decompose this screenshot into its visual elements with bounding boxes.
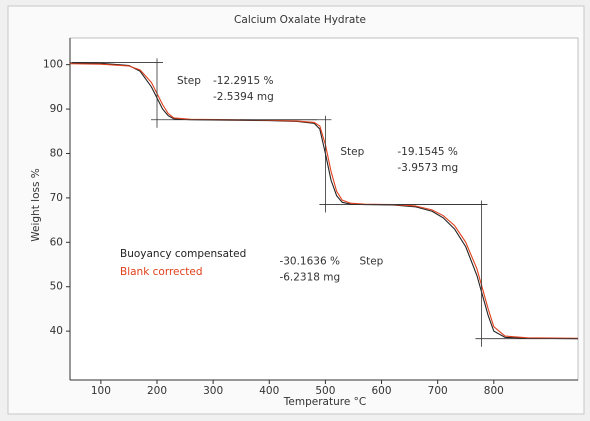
line-series: [69, 63, 579, 339]
x-tick-label: 700: [428, 385, 448, 397]
y-tick-label: 40: [50, 325, 63, 337]
y-tick-label: 90: [50, 103, 63, 115]
step-percent: -30.1636 %: [279, 256, 340, 268]
y-tick-label: 70: [50, 192, 63, 204]
step-label: Step: [177, 75, 201, 87]
step-label: Step: [359, 256, 383, 268]
chart-title: Calcium Oxalate Hydrate: [234, 14, 366, 26]
x-tick-label: 200: [147, 385, 167, 397]
x-axis-label: Temperature °C: [283, 396, 366, 408]
y-tick-label: 60: [50, 236, 63, 248]
line-series: [69, 62, 579, 340]
step-percent: -19.1545 %: [397, 146, 458, 158]
y-tick-label: 80: [50, 147, 63, 159]
step-mass: -2.5394 mg: [213, 91, 274, 103]
x-tick-label: 100: [91, 385, 111, 397]
step-percent: -12.2915 %: [213, 75, 274, 87]
y-tick-label: 50: [50, 281, 63, 293]
step-mass: -6.2318 mg: [279, 272, 340, 284]
x-tick-label: 800: [484, 385, 504, 397]
plot-area: [69, 37, 579, 381]
x-tick-label: 400: [259, 385, 279, 397]
y-tick-label: 100: [43, 59, 63, 71]
legend-label: Blank corrected: [120, 266, 203, 278]
x-tick-label: 300: [203, 385, 223, 397]
x-tick-label: 600: [372, 385, 392, 397]
legend-label: Buoyancy compensated: [120, 248, 246, 260]
y-axis-label: Weight loss %: [30, 168, 42, 242]
step-mass: -3.9573 mg: [397, 162, 458, 174]
step-label: Step: [340, 146, 364, 158]
x-tick-label: 500: [315, 385, 335, 397]
